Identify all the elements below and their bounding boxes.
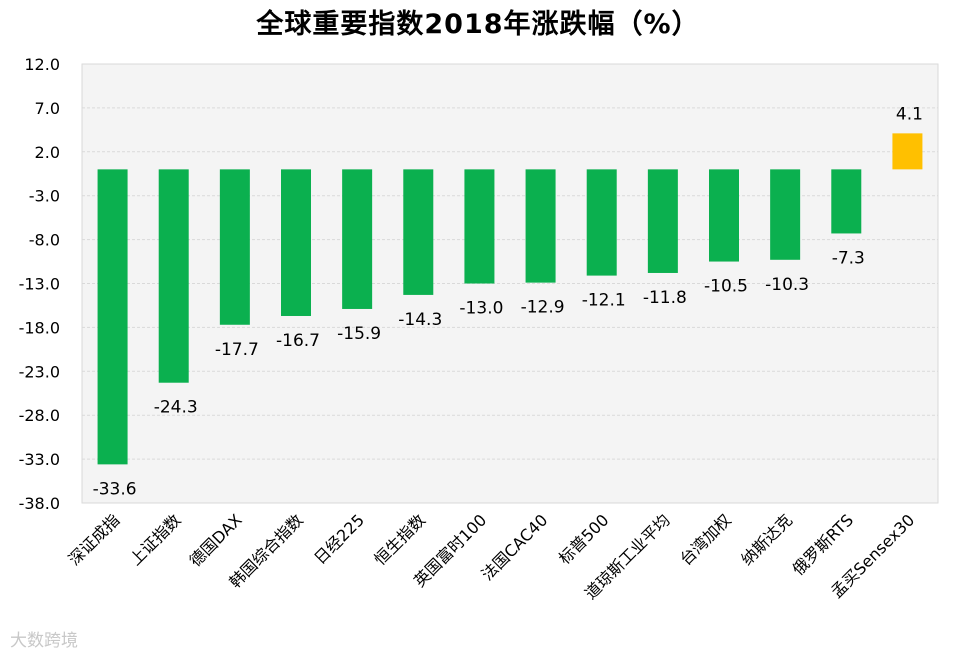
bar (648, 169, 678, 273)
plot-area (82, 64, 938, 503)
bar (709, 169, 739, 261)
bar (770, 169, 800, 259)
bar (98, 169, 128, 464)
y-tick-label: -8.0 (29, 231, 60, 250)
watermark-text: 大数跨境 (10, 626, 78, 651)
data-label: -12.9 (521, 298, 565, 318)
data-label: -13.0 (459, 299, 503, 319)
x-tick-label: 上证指数 (126, 510, 185, 569)
y-tick-label: -13.0 (19, 275, 60, 294)
bar-chart: 12.0 7.0 2.0 -3.0 -8.0 -13.0 -18.0 -23.0 -28.0 -3… (0, 0, 956, 656)
bar (464, 169, 494, 283)
y-tick-label: -23.0 (19, 362, 60, 381)
x-tick-label: 法国CAC40 (478, 510, 552, 584)
y-tick-label: -3.0 (29, 187, 60, 206)
bar (220, 169, 250, 324)
bar (281, 169, 311, 316)
x-tick-label: 标普500 (555, 510, 613, 568)
data-label: -14.3 (398, 310, 442, 330)
x-tick-label: 德国DAX (186, 510, 246, 570)
bar (526, 169, 556, 282)
y-tick-label: -28.0 (19, 406, 60, 425)
x-tick-label: 纳斯达克 (737, 510, 796, 569)
y-tick-label: 12.0 (24, 55, 60, 74)
x-tick-label: 日经225 (310, 510, 368, 568)
y-tick-label: -33.0 (19, 450, 60, 469)
x-tick-label: 台湾加权 (676, 510, 735, 569)
data-label: -10.5 (704, 277, 748, 297)
data-label: -33.6 (93, 479, 137, 499)
data-label: 4.1 (896, 104, 923, 124)
data-label: -15.9 (337, 324, 381, 344)
bar (587, 169, 617, 275)
data-label: -12.1 (582, 291, 626, 311)
bar (342, 169, 372, 309)
data-label: -24.3 (154, 398, 198, 418)
data-label: -17.7 (215, 340, 259, 360)
bar (892, 133, 922, 169)
x-tick-label: 深证成指 (65, 510, 124, 569)
y-tick-label: 7.0 (35, 99, 60, 118)
data-label: -7.3 (832, 248, 865, 268)
bar (159, 169, 189, 382)
y-axis: 12.0 7.0 2.0 -3.0 -8.0 -13.0 -18.0 -23.0 -28.0 -3… (19, 55, 60, 513)
bar (403, 169, 433, 295)
data-label: -10.3 (765, 275, 809, 295)
bar (831, 169, 861, 233)
data-label: -11.8 (643, 288, 687, 308)
x-tick-label: 恒生指数 (370, 510, 429, 569)
data-label: -16.7 (276, 331, 320, 351)
y-tick-label: 2.0 (35, 143, 60, 162)
y-tick-label: -38.0 (19, 494, 60, 513)
y-tick-label: -18.0 (19, 318, 60, 337)
